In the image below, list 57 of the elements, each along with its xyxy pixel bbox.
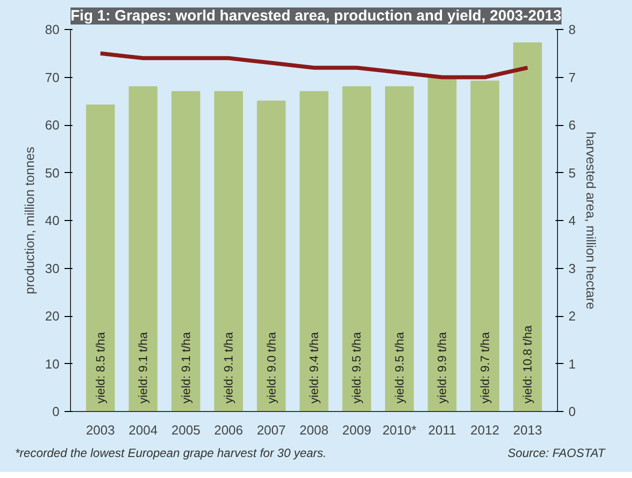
bar xyxy=(256,100,286,412)
y2-tick-label: 7 xyxy=(568,70,576,85)
bar xyxy=(342,86,372,412)
x-tick-label: 2013 xyxy=(513,422,542,438)
bar xyxy=(86,104,115,412)
y-tick-label: 0 xyxy=(52,404,60,419)
bar xyxy=(214,91,243,412)
annotation: yield: 10.8 t/ha xyxy=(520,325,535,404)
bar xyxy=(470,80,500,412)
y2-tick-label: 8 xyxy=(568,22,576,37)
y-tick-label: 20 xyxy=(45,308,60,324)
bar xyxy=(385,86,414,412)
y2-tick-label: 5 xyxy=(568,165,576,180)
chart-title: Fig 1: Grapes: world harvested area, production and yield, 2003-2013 xyxy=(70,8,562,24)
source-note: Source: FAOSTAT xyxy=(508,445,605,462)
annotation: yield: 9.1 t/ha xyxy=(178,332,193,404)
text: *recorded the lowest European grape harvest for 30 years. xyxy=(15,445,327,462)
y2-tick-label: 3 xyxy=(568,260,576,276)
annotation: yield: 8.5 t/ha xyxy=(93,332,108,404)
x-tick-label: 2009 xyxy=(342,422,372,438)
y-tick-label: 70 xyxy=(45,70,60,85)
annotation: yield: 9.0 t/ha xyxy=(264,332,278,404)
x-tick-label: 2011 xyxy=(428,422,456,438)
annotation: yield: 9.5 t/ha xyxy=(392,332,406,404)
bar xyxy=(171,91,200,412)
y2-tick-label: 4 xyxy=(568,213,576,228)
y2-tick-label: 1 xyxy=(568,356,576,372)
x-tick-label: 2005 xyxy=(171,422,200,438)
annotation: yield: 9.1 t/ha xyxy=(136,332,150,404)
annotation: yield: 9.4 t/ha xyxy=(307,332,321,404)
annotation: yield: 9.5 t/ha xyxy=(350,332,364,404)
y-tick-label: 30 xyxy=(45,260,60,276)
bar xyxy=(428,76,457,412)
y2-tick-label: 0 xyxy=(568,404,576,419)
y-axis-title: production, million tonnes xyxy=(22,146,38,294)
bar xyxy=(128,86,158,412)
x-tick-label: 2012 xyxy=(470,422,500,438)
y-tick-label: 60 xyxy=(45,118,60,132)
x-tick-label: 2006 xyxy=(214,422,244,438)
y-tick-label: 80 xyxy=(45,22,60,37)
x-tick-label: 2004 xyxy=(128,422,158,438)
y2-tick-label: 6 xyxy=(568,118,576,132)
y2-tick-label: 2 xyxy=(568,308,576,324)
line-series xyxy=(98,51,530,80)
x-tick-label: 2008 xyxy=(300,422,328,438)
annotation: yield: 9.1 t/ha xyxy=(222,332,236,404)
x-tick-label: 2003 xyxy=(86,422,115,438)
y2-axis-title: harvested area, million hectare xyxy=(584,132,599,310)
x-tick-label: 2007 xyxy=(256,422,286,438)
bar xyxy=(513,42,542,412)
y-tick-label: 40 xyxy=(45,213,60,228)
x-tick-label: 2010* xyxy=(382,422,416,438)
y-tick-label: 50 xyxy=(45,165,60,180)
annotation: yield: 9.9 t/ha xyxy=(435,332,450,404)
bar xyxy=(300,91,328,412)
annotation: yield: 9.7 t/ha xyxy=(478,332,492,404)
y-tick-label: 10 xyxy=(45,356,60,372)
